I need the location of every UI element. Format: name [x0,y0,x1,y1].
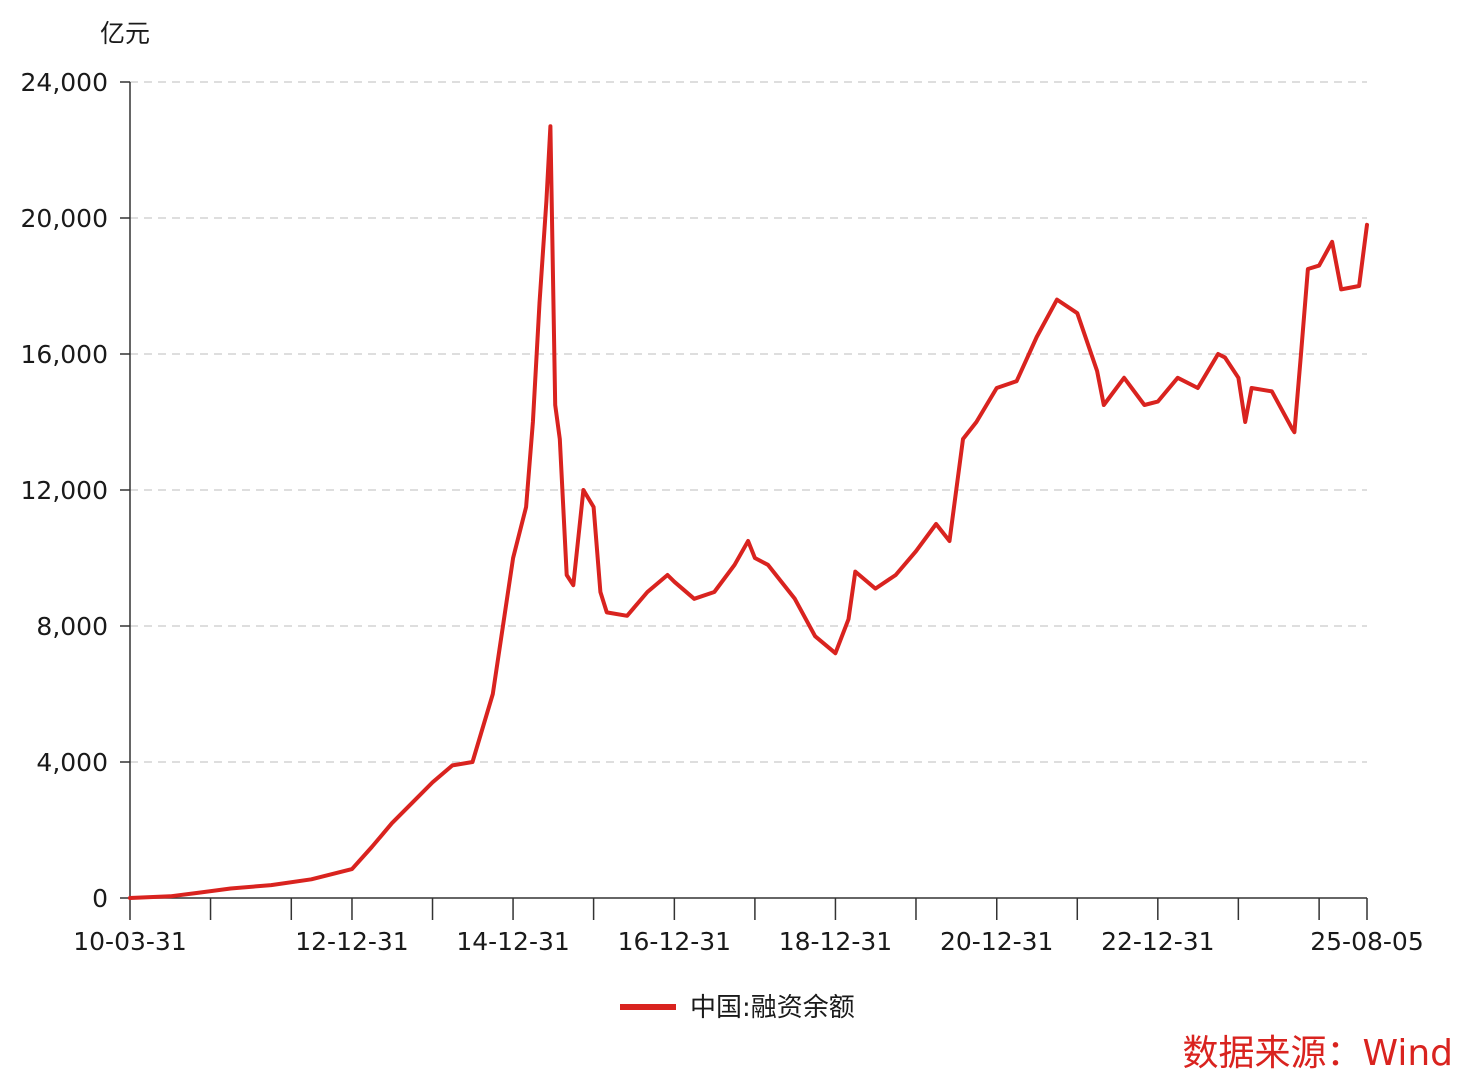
axes: 0 4,000 8,000 12,000 16,000 20,000 24,000 10-03… [21,68,1424,956]
y-tick-label: 24,000 [21,68,108,97]
x-tick-label: 22-12-31 [1101,927,1214,956]
series-layer [128,124,1369,900]
legend-label: 中国:融资余额 [690,993,855,1023]
x-tick-label: 25-08-05 [1310,927,1423,956]
y-tick-label: 0 [92,884,108,913]
x-tick-label: 20-12-31 [940,927,1053,956]
y-tick-label: 20,000 [21,204,108,233]
y-tick-label: 8,000 [36,612,108,641]
x-tick-label: 12-12-31 [295,927,408,956]
x-tick-label: 18-12-31 [779,927,892,956]
gridlines [130,81,1367,763]
x-tick-label: 16-12-31 [618,927,731,956]
series-line-margin-balance [128,124,1369,900]
y-tick-label: 12,000 [21,476,108,505]
x-tick-label: 10-03-31 [73,927,186,956]
y-axis-unit-label: 亿元 [100,19,150,48]
legend: 中国:融资余额 [620,993,855,1023]
y-tick-label: 16,000 [21,340,108,369]
y-tick-label: 4,000 [36,748,108,777]
source-note: 数据来源：Wind [1182,1033,1453,1074]
x-tick-label: 14-12-31 [456,927,569,956]
